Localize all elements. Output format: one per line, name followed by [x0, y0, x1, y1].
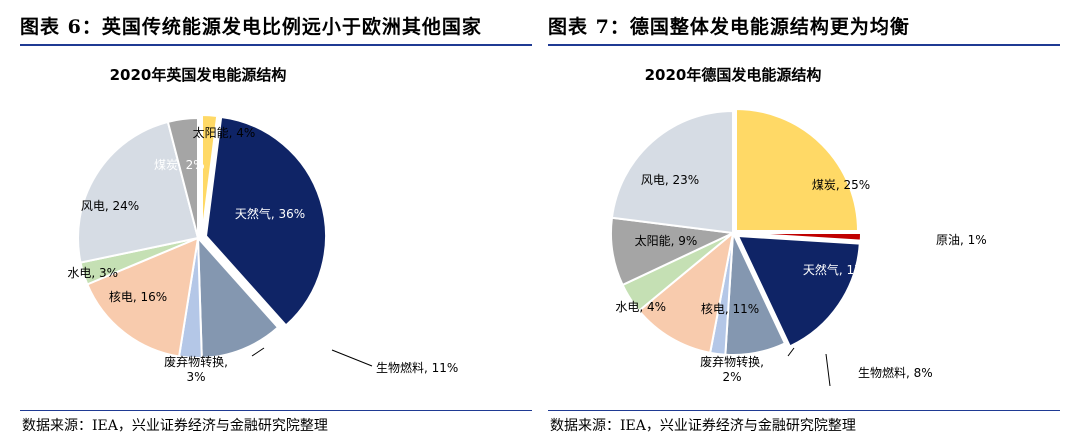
leader-line	[251, 347, 265, 357]
figure-panel-uk: 图表 6：英国传统能源发电比例远小于欧洲其他国家 2020年英国发电能源结构煤炭…	[20, 16, 536, 434]
slice-label-核电: 核电, 16%	[109, 290, 167, 304]
chart-title: 2020年英国发电能源结构	[110, 66, 287, 84]
slice-label-天然气: 天然气, 17%	[803, 262, 873, 277]
source-note: 数据来源：IEA，兴业证券经济与金融研究院整理	[22, 418, 328, 434]
slice-label-生物燃料: 生物燃料, 8%	[858, 365, 933, 380]
pie-slice-风电	[77, 120, 200, 264]
slice-label-废弃物转换: 废弃物转换, 2%	[700, 354, 764, 384]
title-rule	[20, 44, 532, 46]
slice-label-风电: 风电, 24%	[81, 199, 139, 213]
slice-label-煤炭: 煤炭, 2%	[154, 158, 205, 172]
leader-line	[787, 347, 795, 357]
slice-label-生物燃料: 生物燃料, 11%	[376, 360, 458, 375]
figure-panel-germany: 图表 7：德国整体发电能源结构更为均衡 2020年德国发电能源结构煤炭, 25%…	[548, 0, 1080, 446]
slice-label-太阳能: 太阳能, 9%	[635, 233, 698, 248]
pie-slice-风电	[610, 109, 734, 235]
leader-line	[331, 349, 373, 367]
slice-label-核电: 核电, 11%	[701, 302, 759, 316]
slice-label-风电: 风电, 23%	[641, 173, 699, 187]
slice-label-原油: 原油, 1%	[936, 233, 987, 247]
pie-slice-煤炭	[201, 113, 219, 236]
pie-slice-天然气	[736, 234, 861, 348]
source-note: 数据来源：IEA，兴业证券经济与金融研究院整理	[550, 418, 856, 434]
pie-slice-核电	[86, 236, 200, 358]
chart-uk: 2020年英国发电能源结构煤炭, 2% 天然气, 36% 生物燃料, 11% 废弃物转…	[20, 54, 536, 406]
leader-line	[825, 353, 831, 387]
slice-label-天然气: 天然气, 36%	[235, 206, 305, 221]
source-rule	[20, 410, 532, 411]
slice-label-煤炭: 煤炭, 25%	[812, 178, 870, 192]
slice-label-废弃物转换: 废弃物转换, 3%	[164, 354, 228, 384]
pie-slice-煤炭	[735, 107, 860, 232]
figure-title: 图表 6：英国传统能源发电比例远小于欧洲其他国家	[20, 16, 482, 38]
slice-label-水电: 水电, 4%	[615, 300, 666, 314]
pie-slice-核电	[637, 230, 735, 355]
title-rule	[548, 44, 1060, 46]
slice-label-水电: 水电, 3%	[67, 266, 118, 280]
slice-label-太阳能: 太阳能, 4%	[193, 125, 256, 140]
figure-title: 图表 7：德国整体发电能源结构更为均衡	[548, 16, 910, 38]
pie-slice-生物燃料	[196, 235, 280, 359]
source-rule	[548, 410, 1060, 411]
chart-title: 2020年德国发电能源结构	[645, 66, 822, 84]
pie-slice-原油	[738, 232, 863, 242]
chart-germany: 2020年德国发电能源结构煤炭, 25% 原油, 1% 天然气, 17% 生物燃料, …	[548, 54, 1064, 406]
pie-slice-太阳能	[166, 116, 199, 239]
pie-slice-天然气	[204, 115, 327, 327]
